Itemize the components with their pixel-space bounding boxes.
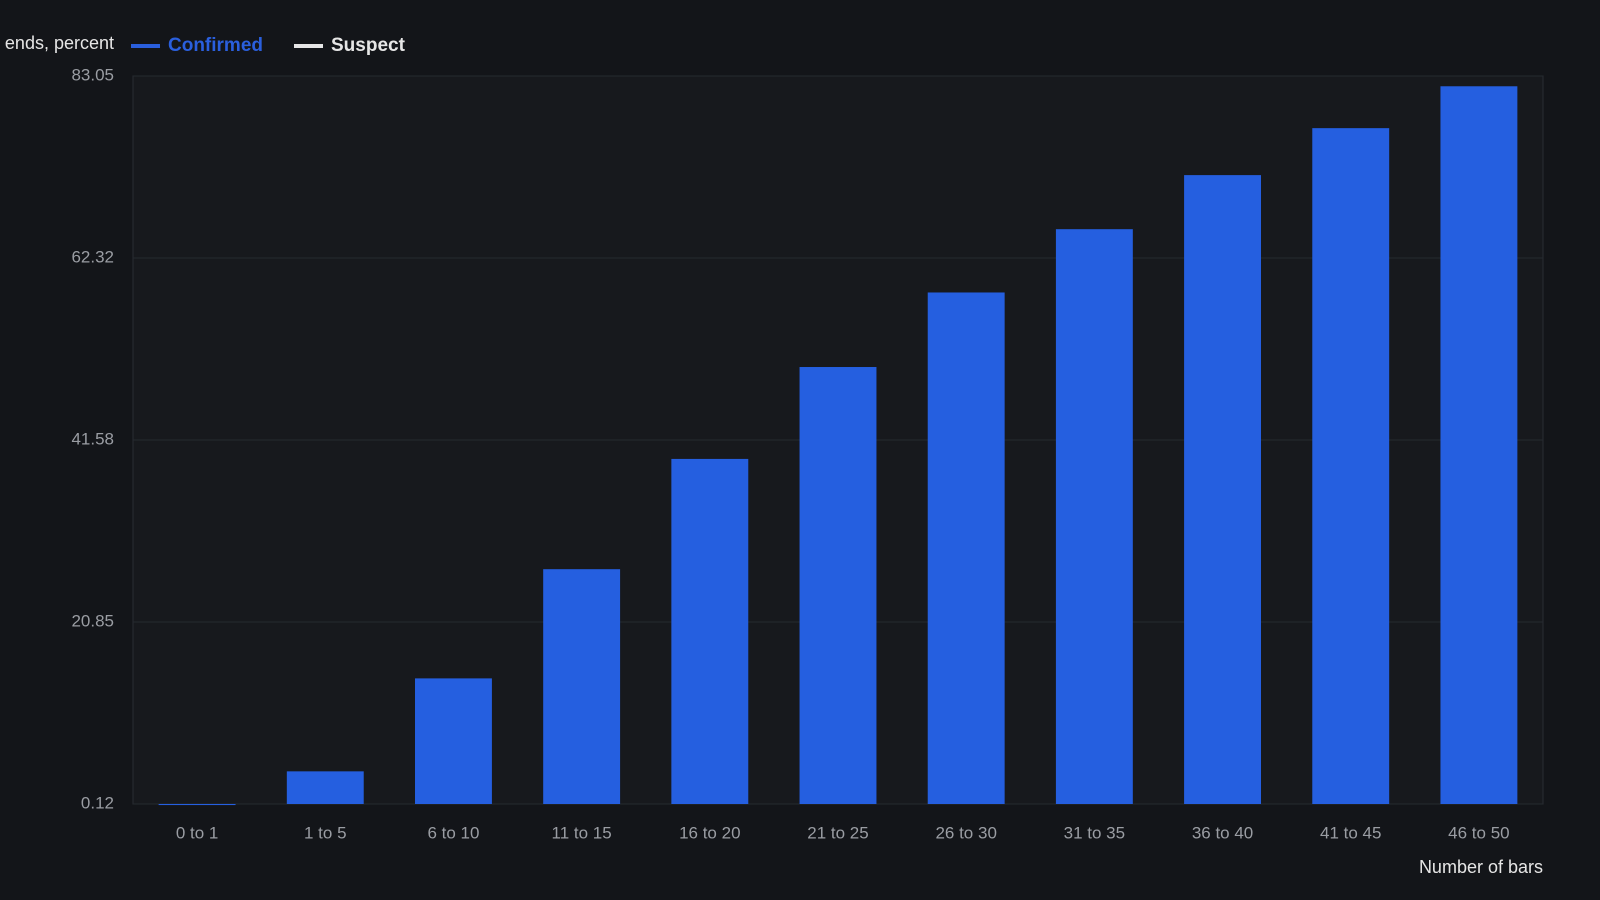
- y-tick-label: 0.12: [81, 793, 114, 812]
- y-tick-label: 41.58: [71, 430, 114, 449]
- bar: [286, 771, 364, 804]
- x-tick-label: 31 to 35: [1064, 823, 1125, 842]
- legend-entry[interactable]: Suspect: [331, 35, 406, 56]
- bar: [671, 458, 749, 804]
- bar: [1184, 175, 1261, 804]
- bar: [927, 292, 1005, 804]
- y-tick-label: 62.32: [71, 247, 114, 266]
- x-tick-label: 46 to 50: [1448, 823, 1509, 842]
- x-tick-label: 41 to 45: [1320, 823, 1381, 842]
- y-tick-label: 20.85: [71, 612, 114, 631]
- bar: [1312, 128, 1390, 804]
- x-tick-label: 16 to 20: [679, 823, 740, 842]
- legend-entry[interactable]: Confirmed: [168, 35, 263, 56]
- bar: [158, 804, 236, 806]
- bar: [543, 569, 621, 804]
- bar: [1440, 86, 1518, 805]
- x-tick-label: 26 to 30: [935, 823, 996, 842]
- x-tick-label: 36 to 40: [1192, 823, 1253, 842]
- x-axis-label: Number of bars: [1419, 857, 1543, 877]
- y-tick-label: 83.05: [71, 65, 114, 84]
- bar: [799, 367, 877, 804]
- x-tick-label: 21 to 25: [807, 823, 868, 842]
- x-tick-label: 1 to 5: [304, 823, 347, 842]
- x-tick-label: 11 to 15: [552, 823, 612, 842]
- bar: [1055, 229, 1133, 804]
- x-tick-label: 6 to 10: [427, 823, 479, 842]
- y-axis-label: ends, percent: [5, 33, 114, 53]
- x-tick-label: 0 to 1: [176, 823, 219, 842]
- bar: [415, 678, 492, 804]
